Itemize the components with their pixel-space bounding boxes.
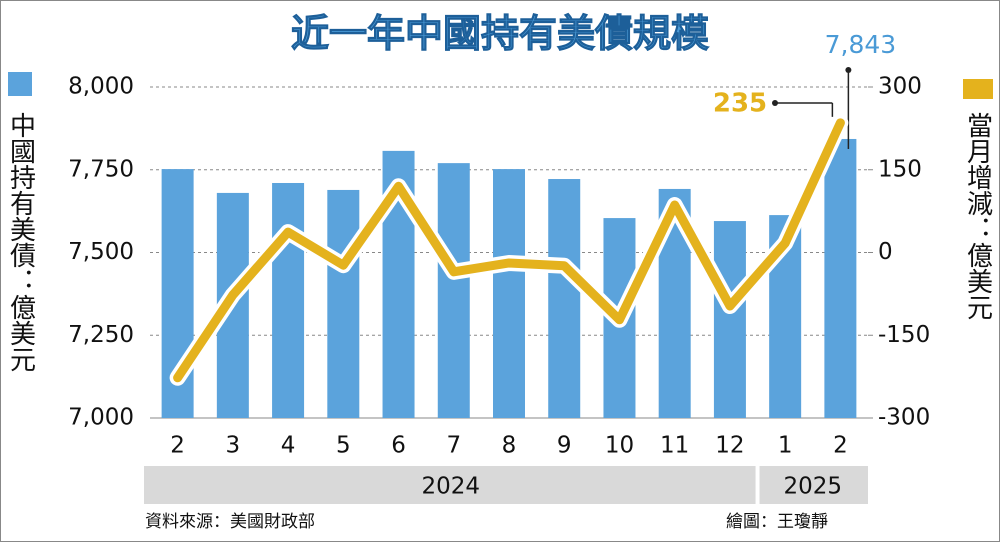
line: [173, 118, 845, 383]
y2-tick-label: 150: [878, 156, 922, 182]
bar: [713, 221, 746, 418]
bar: [327, 189, 360, 418]
y-tick-label: 7,000: [68, 405, 134, 431]
x-tick-label: 6: [391, 433, 406, 459]
x-tick-label: 5: [336, 433, 351, 459]
x-tick-label: 11: [660, 433, 689, 459]
y-axis-label: 中國持有美債：億美元: [6, 112, 36, 372]
year-band: [759, 466, 868, 504]
bar: [272, 182, 305, 418]
y-tick-label: 7,250: [68, 322, 134, 348]
value-label: 235: [713, 89, 767, 119]
bar: [548, 179, 581, 418]
bar: [437, 163, 470, 418]
x-tick-label: 2: [833, 433, 848, 459]
leader-dot: [772, 100, 778, 106]
leader-dot: [845, 67, 852, 73]
credit: 繪圖：王瓊靜: [726, 512, 828, 532]
source: 資料來源：美國財政部: [145, 512, 315, 532]
bar: [493, 169, 525, 418]
x-tick-label: 9: [557, 433, 572, 459]
x-tick-label: 4: [281, 433, 296, 459]
y2-axis-label: 當月增減：億美元: [963, 112, 993, 320]
x-tick-label: 3: [226, 433, 241, 459]
bar: [824, 138, 857, 419]
y2-tick-label: 0: [878, 239, 893, 265]
y2-tick-label: 300: [878, 74, 922, 100]
x-tick-label: 10: [605, 433, 634, 459]
x-tick-label: 8: [502, 433, 517, 459]
year-band: [144, 466, 756, 504]
chart-title: 近一年中國持有美債規模: [291, 12, 709, 56]
year-label: 2024: [421, 474, 480, 500]
y2-tick-label: -150: [878, 322, 930, 348]
x-tick-label: 12: [715, 433, 744, 459]
year-label: 2025: [783, 474, 842, 500]
x-tick-label: 1: [778, 433, 793, 459]
y-tick-label: 7,750: [68, 156, 134, 182]
legend-swatch: [8, 72, 32, 96]
y-tick-label: 7,500: [68, 239, 134, 265]
value-label: 7,843: [825, 30, 897, 59]
x-tick-label: 7: [446, 433, 461, 459]
y2-tick-label: -300: [878, 405, 930, 431]
legend-swatch: [963, 79, 993, 99]
y-tick-label: 8,000: [68, 74, 134, 100]
x-tick-label: 2: [170, 433, 185, 459]
